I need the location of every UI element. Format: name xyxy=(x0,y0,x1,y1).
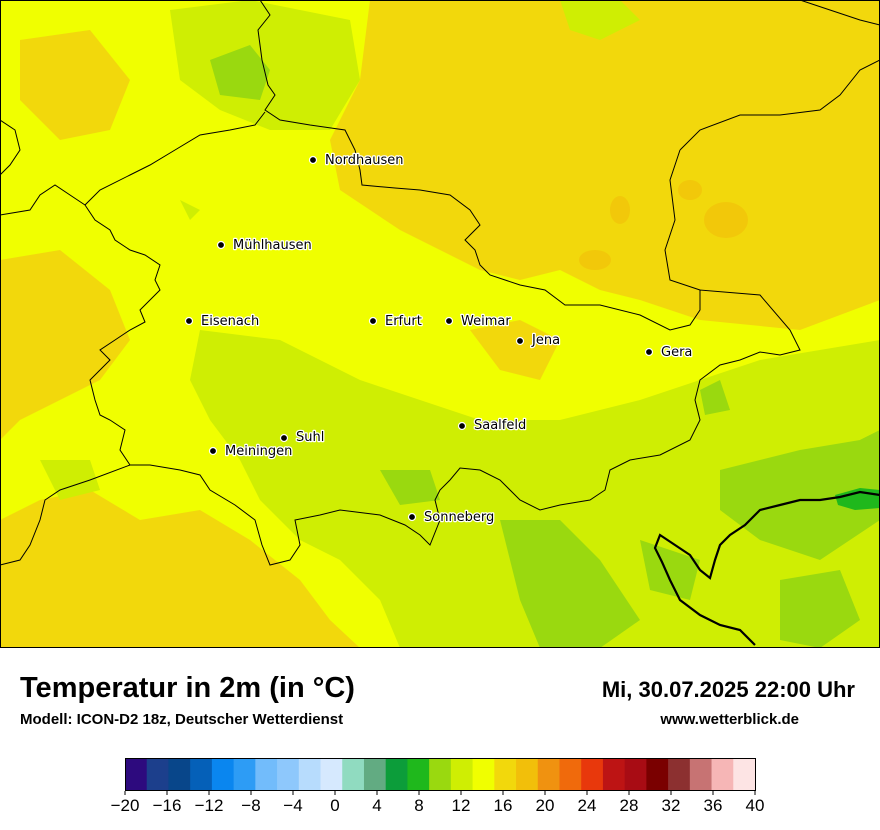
valid-datetime: Mi, 30.07.2025 22:00 Uhr xyxy=(601,677,855,702)
legend-tick-label: 20 xyxy=(536,796,555,815)
legend-swatch xyxy=(733,758,756,791)
thuringia-border xyxy=(84,0,801,566)
legend-tick-label: 36 xyxy=(704,796,723,815)
legend-swatch xyxy=(559,758,582,791)
legend-tick-label: 40 xyxy=(746,796,765,815)
city-markers: Nordhausen Mühlhausen Eisenach Erfurt We… xyxy=(184,152,694,526)
city-jena[interactable]: Jena xyxy=(515,332,561,349)
legend-swatch xyxy=(450,758,473,791)
legend-swatch xyxy=(342,758,365,791)
legend-ticks: −20 −16 −12 −8 −4 0 4 8 12 16 20 24 28 32 36 40 xyxy=(111,791,765,815)
legend-swatch xyxy=(429,758,452,791)
legend-swatch xyxy=(581,758,604,791)
legend-swatch xyxy=(168,758,191,791)
city-meiningen[interactable]: Meiningen xyxy=(208,443,294,460)
legend-swatch xyxy=(320,758,343,791)
svg-text:Meiningen: Meiningen xyxy=(225,444,292,459)
legend-tick-label: 28 xyxy=(620,796,639,815)
legend-swatch xyxy=(190,758,213,791)
legend-swatch xyxy=(277,758,300,791)
city-gera[interactable]: Gera xyxy=(644,344,694,361)
legend-swatch xyxy=(472,758,495,791)
legend-swatch xyxy=(385,758,408,791)
city-suhl[interactable]: Suhl xyxy=(279,429,326,446)
legend-tick-label: 32 xyxy=(662,796,681,815)
legend-swatch xyxy=(255,758,278,791)
svg-text:Weimar: Weimar xyxy=(461,314,511,329)
legend-swatch xyxy=(646,758,669,791)
map-title: Temperatur in 2m (in °C) xyxy=(20,672,355,704)
svg-text:Nordhausen: Nordhausen xyxy=(325,153,404,168)
svg-text:Eisenach: Eisenach xyxy=(201,314,259,329)
color-legend: −20 −16 −12 −8 −4 0 4 8 12 16 20 24 28 32 36 40 xyxy=(111,758,765,815)
legend-tick-label: −4 xyxy=(283,796,302,815)
svg-text:Saalfeld: Saalfeld xyxy=(474,418,526,433)
green-zones xyxy=(210,45,880,648)
model-info: Modell: ICON-D2 18z, Deutscher Wetterdie… xyxy=(20,711,344,728)
legend-swatch xyxy=(494,758,517,791)
legend-swatch xyxy=(624,758,647,791)
city-nordhausen[interactable]: Nordhausen xyxy=(308,152,405,169)
legend-tick-label: 4 xyxy=(372,796,381,815)
legend-swatch xyxy=(363,758,387,791)
legend-tick-label: −20 xyxy=(111,796,140,815)
legend-swatch xyxy=(602,758,626,791)
legend-tick-label: −12 xyxy=(195,796,224,815)
legend-tick-label: 12 xyxy=(452,796,471,815)
hot-spots xyxy=(579,180,748,270)
legend-tick-label: 24 xyxy=(578,796,597,815)
city-muehlhausen[interactable]: Mühlhausen xyxy=(216,237,313,254)
legend-swatch xyxy=(516,758,539,791)
north-border xyxy=(799,0,880,26)
legend-swatch xyxy=(407,758,430,791)
city-sonneberg[interactable]: Sonneberg xyxy=(407,509,496,526)
east-border-top xyxy=(679,59,880,151)
website-link[interactable]: www.wetterblick.de xyxy=(660,711,799,728)
city-erfurt[interactable]: Erfurt xyxy=(368,313,423,330)
west-border xyxy=(0,119,21,176)
east-border-mid xyxy=(664,149,701,291)
national-border xyxy=(653,490,880,646)
legend-frame xyxy=(125,758,756,791)
legend-swatch xyxy=(125,758,148,791)
temperature-map[interactable]: Nordhausen Mühlhausen Eisenach Erfurt We… xyxy=(0,0,880,648)
legend-swatch xyxy=(211,758,235,791)
svg-text:Jena: Jena xyxy=(531,333,560,348)
svg-text:Gera: Gera xyxy=(661,345,692,360)
legend-tick-label: −8 xyxy=(241,796,260,815)
state-borders xyxy=(0,0,880,566)
legend-swatch xyxy=(233,758,256,791)
legend-tick-label: 0 xyxy=(330,796,339,815)
svg-text:Erfurt: Erfurt xyxy=(385,314,422,329)
legend-tick-label: 16 xyxy=(494,796,513,815)
city-saalfeld[interactable]: Saalfeld xyxy=(457,417,528,434)
svg-text:Suhl: Suhl xyxy=(296,430,324,445)
svg-text:Sonneberg: Sonneberg xyxy=(424,510,494,525)
legend-swatch xyxy=(689,758,712,791)
sw-border xyxy=(0,464,131,566)
city-eisenach[interactable]: Eisenach xyxy=(184,313,260,330)
legend-swatch xyxy=(537,758,560,791)
svg-text:Mühlhausen: Mühlhausen xyxy=(233,238,312,253)
west-border-2 xyxy=(0,184,86,216)
legend-swatch xyxy=(298,758,321,791)
city-weimar[interactable]: Weimar xyxy=(444,313,513,330)
legend-swatch xyxy=(146,758,169,791)
legend-swatch xyxy=(711,758,734,791)
legend-swatches xyxy=(125,758,756,791)
legend-tick-label: 8 xyxy=(414,796,423,815)
legend-swatch xyxy=(668,758,691,791)
legend-tick-label: −16 xyxy=(153,796,182,815)
